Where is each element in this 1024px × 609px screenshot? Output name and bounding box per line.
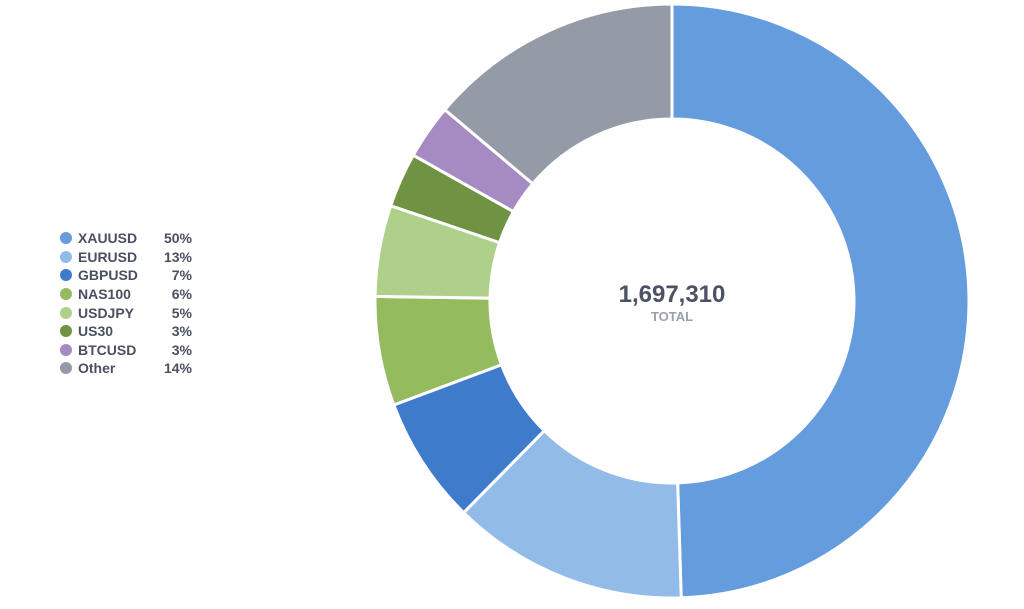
legend-value-usdjpy: 5% — [171, 304, 192, 321]
legend-item-eurusd: EURUSD 13% — [60, 248, 192, 267]
legend-value-btcusd: 3% — [171, 341, 192, 358]
legend-value-gbpusd: 7% — [171, 267, 192, 284]
legend-swatch-us30 — [60, 325, 72, 338]
donut-center-caption: TOTAL — [651, 309, 693, 324]
legend-item-btcusd: BTCUSD 3% — [60, 341, 192, 360]
legend-label-eurusd: EURUSD — [78, 248, 138, 265]
legend-item-other: Other 14% — [60, 359, 192, 378]
legend-label-xauusd: XAUUSD — [78, 230, 138, 247]
legend-swatch-xauusd — [60, 232, 72, 245]
legend-value-eurusd: 13% — [163, 248, 192, 265]
legend-item-us30: US30 3% — [60, 322, 192, 341]
legend-item-usdjpy: USDJPY 5% — [60, 303, 192, 322]
donut-slice-other[interactable] — [442, 2, 674, 186]
legend-swatch-gbpusd — [60, 269, 72, 282]
legend-swatch-btcusd — [60, 343, 72, 356]
legend-label-btcusd: BTCUSD — [78, 341, 137, 358]
legend-label-us30: US30 — [78, 323, 114, 340]
legend-value-other: 14% — [163, 360, 192, 377]
legend-item-gbpusd: GBPUSD 7% — [60, 266, 192, 285]
legend-item-nas100: NAS100 6% — [60, 285, 192, 304]
legend-value-nas100: 6% — [171, 286, 192, 303]
legend-label-nas100: NAS100 — [78, 286, 131, 303]
donut-slice-xauusd[interactable] — [670, 2, 971, 600]
legend-label-usdjpy: USDJPY — [78, 304, 135, 321]
legend-item-xauusd: XAUUSD 50% — [60, 229, 192, 248]
legend-value-us30: 3% — [171, 323, 192, 340]
chart-legend: XAUUSD 50% EURUSD 13% GBPUSD 7% NAS100 6… — [60, 229, 192, 378]
legend-swatch-other — [60, 362, 72, 375]
legend-label-gbpusd: GBPUSD — [78, 267, 138, 284]
legend-swatch-usdjpy — [60, 306, 72, 319]
legend-value-xauusd: 50% — [163, 230, 192, 247]
donut-center-total: 1,697,310 — [619, 281, 726, 308]
legend-swatch-nas100 — [60, 288, 72, 301]
legend-label-other: Other — [78, 360, 116, 377]
legend-swatch-eurusd — [60, 250, 72, 263]
donut-slices — [373, 2, 971, 600]
